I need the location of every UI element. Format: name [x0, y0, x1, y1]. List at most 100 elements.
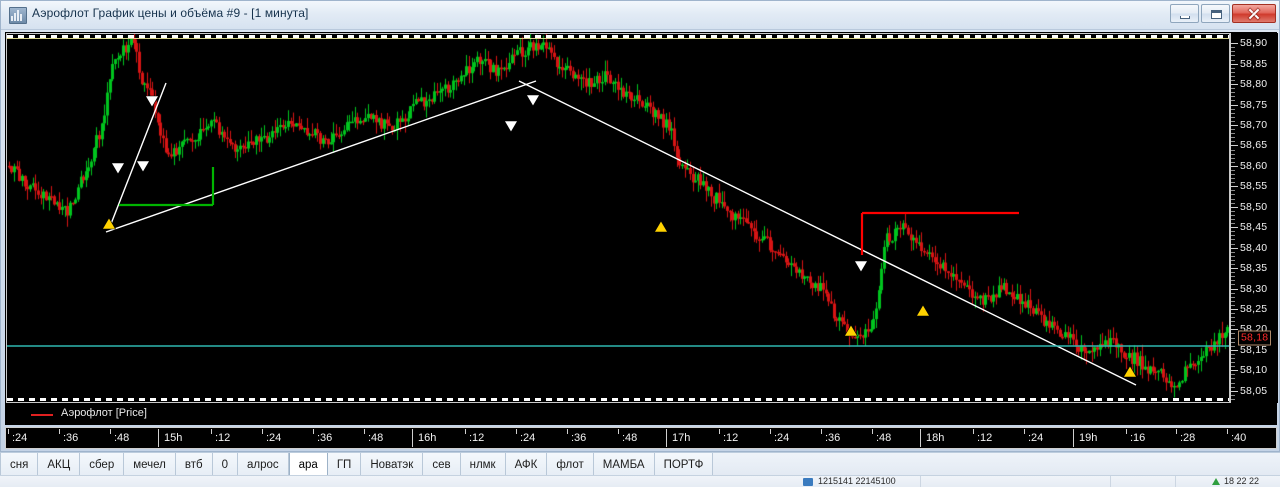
price-plot[interactable] [6, 33, 1230, 403]
time-axis-tick [516, 429, 517, 434]
chart-legend: Аэрофлот [Price] [7, 403, 1230, 425]
price-axis-tick [1231, 84, 1238, 86]
time-axis-tick [567, 429, 568, 434]
chart-drawings-layer [6, 80, 1230, 386]
instrument-tab-алрос[interactable]: алрос [237, 453, 289, 476]
time-axis-label: :48 [876, 432, 892, 444]
price-axis-minor-tick [1231, 182, 1235, 184]
price-axis-minor-tick [1231, 157, 1235, 159]
instrument-tab-портф[interactable]: ПОРТФ [654, 453, 714, 476]
price-axis-minor-tick [1231, 190, 1235, 192]
restore-button[interactable] [1201, 4, 1230, 23]
price-axis-minor-tick [1231, 272, 1235, 274]
price-axis-minor-tick [1231, 284, 1235, 286]
instrument-tabs: сня АКЦ сбер мечел втб 0 алрос ара ГП Новатэк сев н… [0, 453, 714, 476]
time-axis-hour-separator [412, 429, 413, 447]
marker-sell-arrow-down[interactable] [525, 94, 541, 107]
top-accent-line [7, 38, 1229, 39]
status-bar: 1215141 22145100 18 22 22 [0, 475, 1280, 487]
time-axis-tick [821, 429, 822, 434]
downtrend-line-main[interactable] [518, 80, 1137, 386]
marker-sell-arrow-down[interactable] [110, 162, 126, 175]
price-axis-tick [1231, 63, 1238, 65]
time-axis-tick [973, 429, 974, 434]
price-axis-tick [1231, 329, 1238, 331]
close-button[interactable] [1232, 4, 1276, 23]
marker-buy-arrow-up[interactable] [653, 220, 669, 233]
marker-buy-arrow-up[interactable] [915, 304, 931, 317]
status-text: 1215141 22145100 [818, 476, 896, 486]
chart-area[interactable]: 58,90 58,85 58,80 58,75 58,70 58,65 58,60 58,55… [5, 32, 1278, 425]
instrument-tab-мамба[interactable]: МАМБА [593, 453, 655, 476]
time-axis-label: :36 [63, 432, 79, 444]
time-axis-label: :28 [1180, 432, 1196, 444]
price-axis-tick [1231, 165, 1238, 167]
legend-label: Аэрофлот [Price] [61, 407, 147, 419]
marker-sell-arrow-down[interactable] [144, 95, 160, 108]
instrument-tab-сев[interactable]: сев [423, 453, 461, 476]
instrument-tab-втб[interactable]: втб [175, 453, 213, 476]
time-axis-hour-separator [666, 429, 667, 447]
instrument-tab-сня[interactable]: сня [0, 453, 39, 476]
price-axis-minor-tick [1231, 80, 1235, 82]
price-axis-tick [1231, 206, 1238, 208]
price-axis-minor-tick [1231, 153, 1235, 155]
status-up-arrow-icon [1212, 478, 1220, 485]
instrument-tab-сбер[interactable]: сбер [80, 453, 125, 476]
time-axis-label: :24 [266, 432, 282, 444]
time-axis-tick [313, 429, 314, 434]
price-axis-minor-tick [1231, 129, 1235, 131]
time-axis[interactable]: :24:36:48 15h:12:24:36:48 16h:12:24:36:48 1… [5, 427, 1277, 449]
marker-sell-arrow-down[interactable] [135, 160, 151, 173]
price-axis-minor-tick [1231, 198, 1235, 200]
time-axis-hour-separator [1073, 429, 1074, 447]
price-axis-minor-tick [1231, 223, 1235, 225]
marker-buy-arrow-up[interactable] [101, 217, 117, 230]
price-axis-label: 58,05 [1240, 384, 1268, 397]
instrument-tab-афк[interactable]: АФК [505, 453, 548, 476]
price-axis-minor-tick [1231, 174, 1235, 176]
price-axis-tick [1231, 186, 1238, 188]
price-axis-minor-tick [1231, 362, 1235, 364]
marker-buy-arrow-up[interactable] [843, 324, 859, 337]
time-axis-tick [364, 429, 365, 434]
price-axis[interactable]: 58,90 58,85 58,80 58,75 58,70 58,65 58,60 58,55… [1230, 33, 1278, 403]
instrument-tab-нлмк[interactable]: нлмк [460, 453, 506, 476]
time-axis-label: :24 [12, 432, 28, 444]
price-axis-minor-tick [1231, 341, 1235, 343]
minimize-button[interactable] [1170, 4, 1199, 23]
marker-sell-arrow-down[interactable] [503, 120, 519, 133]
price-axis-label: 58,60 [1240, 159, 1268, 172]
window-titlebar[interactable]: Аэрофлот График цены и объёма #9 - [1 ми… [1, 1, 1279, 30]
instrument-tab-мечел[interactable]: мечел [124, 453, 176, 476]
candlestick-series [6, 33, 1230, 403]
price-axis-minor-tick [1231, 96, 1235, 98]
time-axis-label: :48 [622, 432, 638, 444]
instrument-tab-0[interactable]: 0 [212, 453, 238, 476]
price-axis-tick [1231, 268, 1238, 270]
current-price-marker[interactable]: 58,18 [1238, 330, 1272, 346]
instrument-tab-гп[interactable]: ГП [327, 453, 362, 476]
price-axis-minor-tick [1231, 337, 1235, 339]
status-separator [1110, 476, 1111, 487]
instrument-tab-ара[interactable]: ара [288, 453, 328, 476]
price-axis-minor-tick [1231, 149, 1235, 151]
instrument-tab-флот[interactable]: флот [547, 453, 594, 476]
time-axis-tick [1176, 429, 1177, 434]
price-axis-minor-tick [1231, 280, 1235, 282]
window-controls [1170, 4, 1276, 23]
marker-sell-arrow-down[interactable] [853, 260, 869, 273]
price-axis-minor-tick [1231, 251, 1235, 253]
time-axis-label: 17h [672, 432, 691, 444]
long-uptrend-line[interactable] [105, 80, 537, 233]
price-axis-minor-tick [1231, 235, 1235, 237]
price-axis-minor-tick [1231, 47, 1235, 49]
marker-buy-arrow-up[interactable] [1122, 365, 1138, 378]
price-axis-minor-tick [1231, 210, 1235, 212]
price-axis-tick [1231, 349, 1238, 351]
instrument-tab-акц[interactable]: АКЦ [38, 453, 81, 476]
uptrend-line-left[interactable] [108, 82, 167, 230]
instrument-tab-новатэк[interactable]: Новатэк [361, 453, 424, 476]
status-value: 18 22 22 [1224, 476, 1260, 486]
price-axis-minor-tick [1231, 169, 1235, 171]
